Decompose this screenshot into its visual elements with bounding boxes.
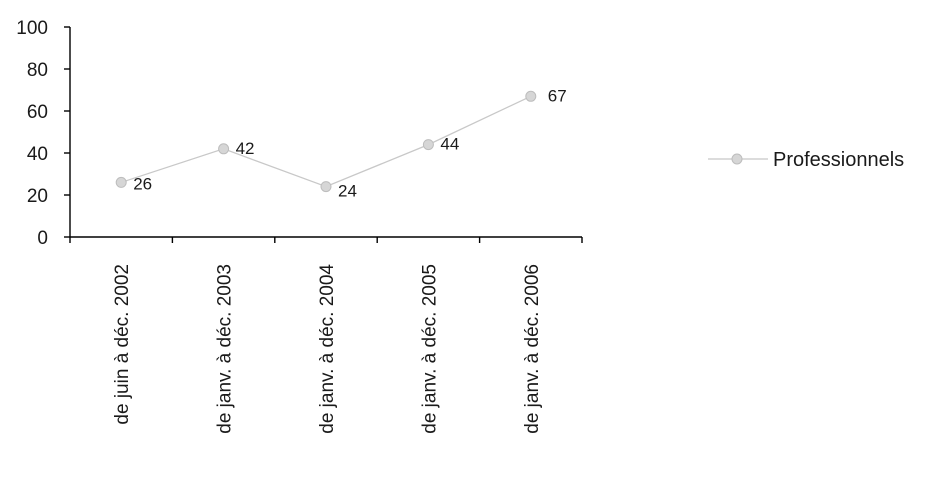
data-label: 44 bbox=[440, 135, 459, 154]
legend: Professionnels bbox=[708, 149, 904, 171]
y-tick-label: 100 bbox=[16, 18, 48, 39]
legend-marker bbox=[731, 153, 743, 165]
y-tick-label: 40 bbox=[27, 144, 48, 165]
y-tick-label: 80 bbox=[27, 60, 48, 81]
x-category-label: de janv. à déc. 2006 bbox=[522, 264, 543, 434]
y-tick-label: 20 bbox=[27, 186, 48, 207]
y-tick-label: 60 bbox=[27, 102, 48, 123]
legend-label-professionnels: Professionnels bbox=[773, 149, 904, 171]
x-axis: de juin à déc. 2002 de janv. à déc. 2003 d… bbox=[69, 236, 583, 434]
data-point bbox=[218, 143, 230, 155]
x-category-label: de juin à déc. 2002 bbox=[112, 264, 133, 425]
data-label: 26 bbox=[133, 174, 152, 193]
data-label: 24 bbox=[338, 182, 357, 201]
y-tick-label: 0 bbox=[37, 228, 48, 249]
series-professionnels: 26 42 24 44 67 bbox=[115, 86, 567, 201]
y-axis: 0 20 40 60 80 100 bbox=[16, 18, 71, 249]
data-label: 67 bbox=[548, 86, 567, 105]
data-point bbox=[525, 90, 537, 102]
x-category-label: de janv. à déc. 2003 bbox=[215, 264, 236, 434]
data-point bbox=[320, 181, 332, 193]
data-point bbox=[115, 176, 127, 188]
x-category-label: de janv. à déc. 2005 bbox=[419, 264, 440, 434]
data-label: 42 bbox=[236, 139, 255, 158]
series-line bbox=[120, 95, 532, 188]
x-category-label: de janv. à déc. 2004 bbox=[317, 264, 338, 434]
data-point bbox=[422, 139, 434, 151]
